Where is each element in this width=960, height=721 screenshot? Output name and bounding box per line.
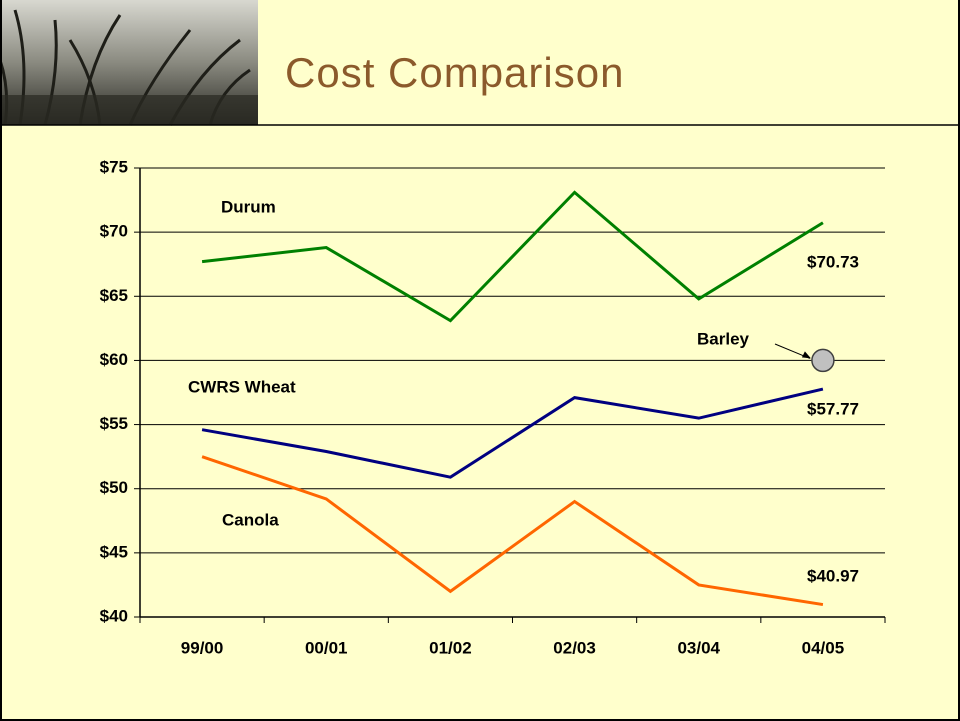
x-tick-label: 03/04 [677, 638, 720, 657]
y-tick-label: $75 [100, 157, 128, 176]
y-tick-label: $70 [100, 222, 128, 241]
marker [811, 348, 835, 373]
series-line [201, 387, 824, 479]
value-label: $70.73 [807, 252, 859, 271]
value-label: $57.77 [807, 399, 859, 418]
y-tick-label: $40 [100, 606, 128, 625]
y-tick-label: $55 [100, 414, 128, 433]
y-tick-label: $50 [100, 478, 128, 497]
series-label: CWRS Wheat [188, 377, 296, 396]
plot-area: $40 $45 $50 $55 $60 $65 $70 $75 99/00 00/01 01/02 0… [100, 157, 886, 657]
arrow-head [801, 351, 811, 359]
x-tick-label: 04/05 [802, 638, 845, 657]
series-label: Barley [697, 329, 750, 348]
header-image [0, 0, 258, 126]
x-tick-label: 99/00 [181, 638, 224, 657]
y-tick-label: $65 [100, 286, 128, 305]
y-tick-label: $60 [100, 350, 128, 369]
series-label: Durum [221, 197, 276, 216]
y-tick-label: $45 [100, 542, 128, 561]
x-tick-label: 02/03 [553, 638, 596, 657]
series-line [201, 190, 824, 323]
value-label: $40.97 [807, 566, 859, 585]
x-tick-label: 01/02 [429, 638, 472, 657]
chart-title: Cost Comparison [285, 49, 624, 96]
x-tick-label: 00/01 [305, 638, 348, 657]
series-label: Canola [222, 510, 279, 529]
series-line [201, 455, 824, 607]
